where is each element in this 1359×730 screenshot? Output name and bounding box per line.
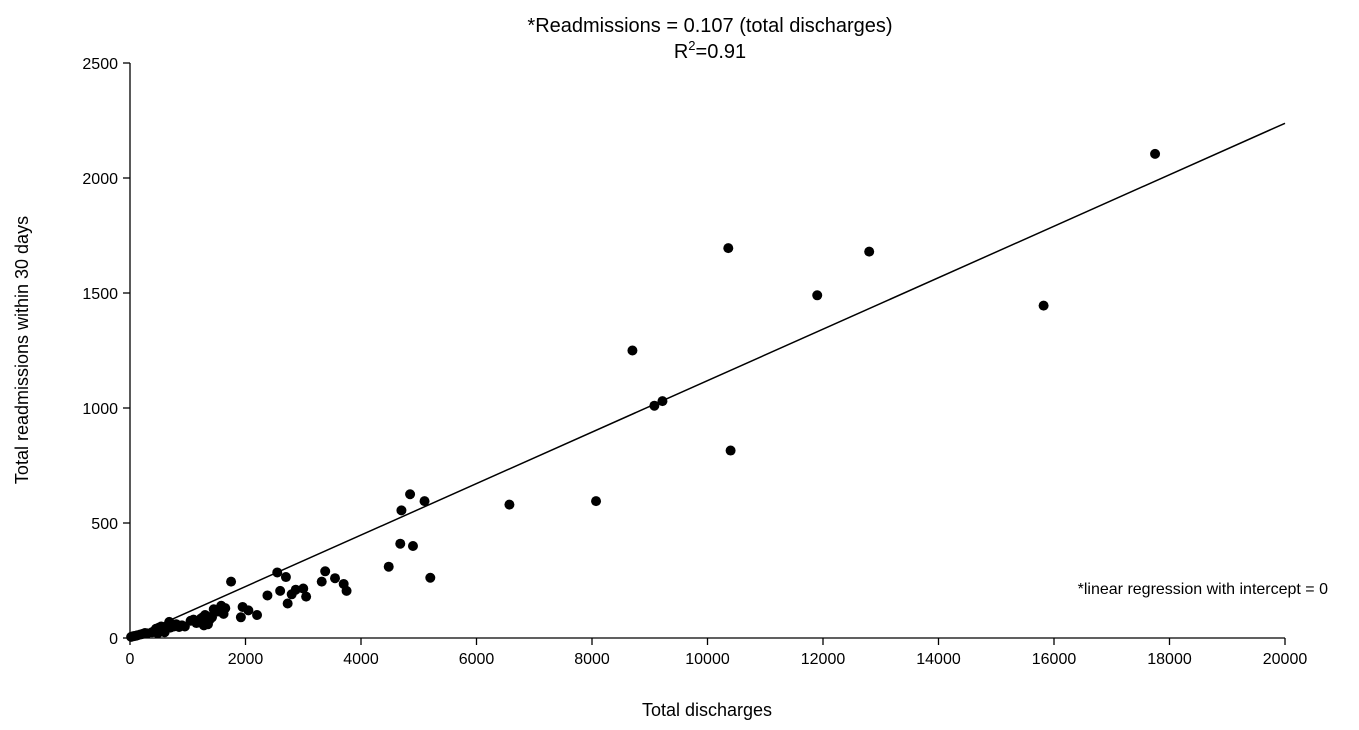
data-point <box>243 605 254 616</box>
data-point <box>341 585 352 596</box>
regression-line <box>129 122 1286 639</box>
y-tick-label: 1000 <box>82 401 118 418</box>
data-point <box>280 572 291 583</box>
data-point <box>725 445 736 456</box>
data-point <box>627 345 638 356</box>
y-tick-label: 2000 <box>82 171 118 188</box>
x-axis-label: Total discharges <box>642 700 772 720</box>
data-point <box>298 583 309 594</box>
y-tick-label: 2500 <box>82 56 118 73</box>
x-tick-label: 18000 <box>1147 651 1192 668</box>
data-point <box>864 246 875 257</box>
data-point <box>220 603 231 614</box>
regression-note: *linear regression with intercept = 0 <box>1078 581 1328 598</box>
data-point <box>272 567 283 578</box>
x-tick-label: 4000 <box>343 651 379 668</box>
data-point <box>1038 300 1049 311</box>
axis-ticks: 0 2000 4000 6000 8000 10000 12000 14000 16000 180… <box>82 56 1307 668</box>
data-point <box>591 496 602 507</box>
data-point <box>504 499 515 510</box>
x-tick-label: 14000 <box>916 651 961 668</box>
data-point <box>657 396 668 407</box>
data-point <box>407 541 418 551</box>
chart-title: *Readmissions = 0.107 (total discharges) <box>527 15 892 37</box>
x-tick-label: 20000 <box>1263 651 1308 668</box>
data-points <box>126 148 1161 642</box>
y-tick-label: 0 <box>109 631 118 648</box>
x-tick-label: 16000 <box>1032 651 1077 668</box>
r-squared-prefix: R <box>674 41 688 63</box>
data-point <box>301 591 312 602</box>
x-tick-label: 10000 <box>685 651 730 668</box>
data-point <box>330 573 341 584</box>
data-point <box>262 590 273 601</box>
y-tick-label: 500 <box>91 516 118 533</box>
data-point <box>282 598 293 609</box>
data-point <box>383 561 394 572</box>
x-tick-label: 6000 <box>459 651 495 668</box>
x-tick-label: 8000 <box>574 651 610 668</box>
x-tick-label: 0 <box>126 651 135 668</box>
r-squared-superscript: 2 <box>688 38 695 53</box>
data-point <box>290 584 301 595</box>
axes <box>129 63 1285 639</box>
data-point <box>316 576 327 587</box>
data-point <box>812 290 823 301</box>
data-point <box>425 572 436 583</box>
data-point <box>226 576 237 587</box>
data-point <box>275 585 286 596</box>
y-axis-label: Total readmissions within 30 days <box>12 216 32 484</box>
x-tick-label: 2000 <box>228 651 264 668</box>
data-point <box>723 243 734 254</box>
r-squared-value: =0.91 <box>696 41 747 63</box>
data-point <box>405 489 416 500</box>
data-point <box>320 566 331 577</box>
data-point <box>252 610 263 620</box>
data-point <box>419 496 430 507</box>
data-point <box>1150 148 1161 159</box>
regression-line-group <box>129 122 1286 639</box>
data-point <box>649 400 660 411</box>
y-tick-label: 1500 <box>82 286 118 303</box>
chart-subtitle-r-squared: R2=0.91 <box>674 38 746 63</box>
data-point <box>235 612 246 623</box>
x-tick-label: 12000 <box>801 651 846 668</box>
data-point <box>395 538 406 549</box>
data-point <box>396 505 407 516</box>
